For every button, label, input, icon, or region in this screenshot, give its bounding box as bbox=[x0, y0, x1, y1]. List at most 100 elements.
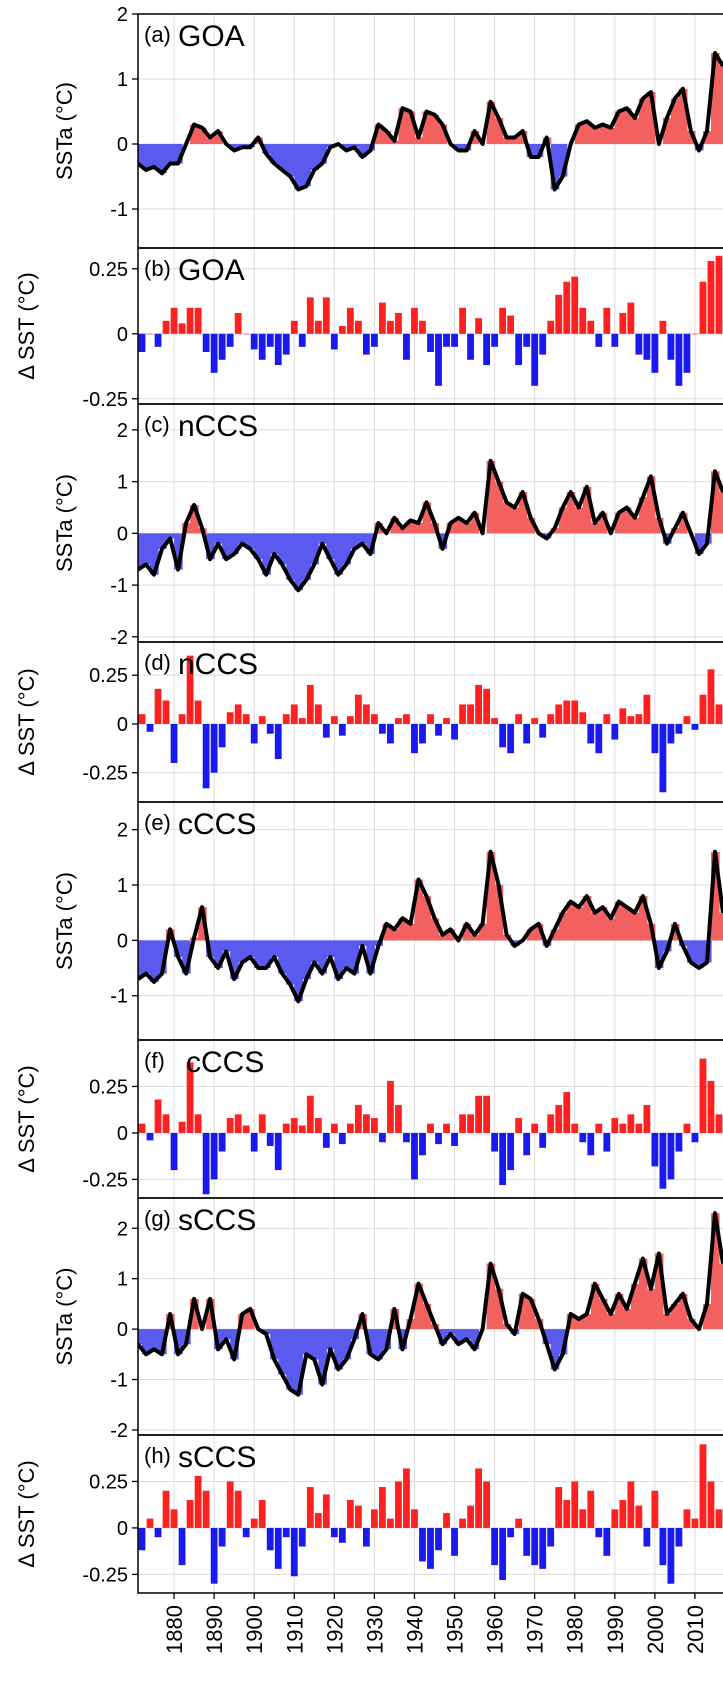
anomaly-bar bbox=[358, 940, 367, 946]
anomaly-bar bbox=[718, 1263, 723, 1330]
delta-bar bbox=[459, 704, 466, 724]
anomaly-bar bbox=[670, 98, 680, 144]
panel-letter: (b) bbox=[144, 256, 171, 281]
delta-bar bbox=[475, 684, 482, 724]
delta-bar bbox=[707, 669, 715, 724]
anomaly-bar bbox=[138, 144, 143, 164]
anomaly-bar bbox=[502, 502, 512, 534]
anomaly-bar bbox=[278, 940, 287, 974]
delta-bar bbox=[675, 1132, 683, 1152]
anomaly-bar bbox=[246, 940, 255, 957]
anomaly-bar bbox=[382, 131, 392, 144]
smoothed-series-line bbox=[138, 51, 723, 192]
anomaly-bar bbox=[158, 533, 167, 549]
delta-bar bbox=[451, 333, 458, 347]
anomaly-bar bbox=[614, 111, 624, 144]
anomaly-bar bbox=[446, 1329, 456, 1335]
delta-bar bbox=[178, 323, 186, 334]
delta-bar bbox=[587, 320, 595, 334]
anomaly-bar bbox=[318, 1329, 327, 1385]
delta-bar bbox=[675, 723, 683, 734]
delta-bar bbox=[467, 1114, 474, 1133]
delta-bar bbox=[699, 1444, 707, 1528]
anomaly-bar bbox=[670, 923, 680, 941]
anomaly-bar bbox=[662, 1313, 672, 1330]
delta-bar bbox=[491, 1527, 499, 1566]
x-tick-label: 1970 bbox=[523, 1605, 548, 1654]
delta-bar bbox=[507, 1132, 515, 1171]
anomaly-bar bbox=[398, 1329, 408, 1350]
y-tick-label: 0 bbox=[117, 714, 128, 736]
anomaly-bar bbox=[598, 512, 608, 534]
anomaly-bar bbox=[534, 923, 544, 941]
delta-bar bbox=[627, 716, 635, 724]
delta-bar bbox=[138, 714, 146, 724]
delta-bar bbox=[234, 313, 242, 334]
anomaly-bar bbox=[398, 108, 408, 144]
delta-bar bbox=[603, 1132, 611, 1152]
delta-bar bbox=[715, 1509, 723, 1528]
delta-bar bbox=[451, 1132, 458, 1146]
delta-bar bbox=[483, 688, 491, 724]
delta-bar bbox=[346, 1500, 354, 1528]
anomaly-bar bbox=[438, 934, 448, 941]
smoothed-series-line bbox=[138, 1211, 723, 1397]
anomaly-bar bbox=[486, 101, 496, 144]
anomaly-bar bbox=[358, 533, 367, 544]
anomaly-bar bbox=[406, 111, 416, 144]
delta-bar bbox=[186, 1062, 194, 1133]
anomaly-bar bbox=[486, 1263, 496, 1330]
anomaly-bar bbox=[342, 144, 351, 151]
anomaly-bar bbox=[414, 523, 424, 534]
delta-bar bbox=[138, 333, 146, 352]
delta-bar bbox=[306, 1095, 314, 1133]
delta-bar bbox=[579, 1509, 587, 1528]
anomaly-bar bbox=[710, 1213, 720, 1330]
anomaly-bar bbox=[230, 533, 239, 555]
y-tick-label: 0 bbox=[117, 324, 128, 346]
x-tick-label: 1920 bbox=[322, 1605, 347, 1654]
anomaly-bar bbox=[138, 1329, 143, 1345]
x-tick-label: 1930 bbox=[362, 1605, 387, 1654]
anomaly-bar bbox=[654, 517, 664, 534]
anomaly-bar bbox=[718, 491, 723, 534]
delta-bar bbox=[234, 704, 242, 724]
delta-bar bbox=[346, 1123, 354, 1133]
delta-bar bbox=[547, 714, 555, 724]
anomaly-bar bbox=[678, 1293, 688, 1330]
delta-bar bbox=[170, 1132, 178, 1171]
anomaly-bar bbox=[638, 896, 648, 941]
anomaly-bar bbox=[222, 940, 231, 952]
x-tick-label: 1900 bbox=[242, 1605, 267, 1654]
delta-bar bbox=[467, 704, 474, 724]
delta-bar bbox=[146, 723, 154, 732]
anomaly-bar bbox=[718, 66, 723, 144]
delta-bar bbox=[178, 1121, 186, 1133]
delta-bar bbox=[651, 1490, 659, 1528]
anomaly-bar bbox=[302, 940, 311, 980]
delta-bar bbox=[515, 1518, 523, 1528]
delta-bar bbox=[555, 704, 563, 724]
anomaly-bar bbox=[486, 460, 496, 534]
delta-bar bbox=[595, 723, 603, 754]
delta-bar bbox=[699, 1058, 707, 1133]
delta-bar bbox=[282, 1527, 290, 1538]
delta-bar bbox=[651, 723, 659, 754]
x-tick-label: 1950 bbox=[443, 1605, 468, 1654]
anomaly-bar bbox=[454, 517, 464, 534]
anomaly-bar bbox=[518, 1293, 528, 1330]
delta-bar bbox=[443, 1513, 450, 1528]
delta-bar bbox=[523, 333, 531, 347]
delta-bar bbox=[531, 1123, 539, 1133]
delta-bar bbox=[226, 333, 234, 347]
y-axis-label: Δ SST (°C) bbox=[14, 1065, 39, 1172]
delta-bar bbox=[322, 297, 330, 334]
delta-bar bbox=[258, 1114, 266, 1133]
anomaly-bar bbox=[222, 533, 231, 560]
anomaly-bar bbox=[374, 124, 384, 144]
delta-bar bbox=[379, 1132, 386, 1143]
y-tick-label: 1 bbox=[117, 69, 128, 91]
delta-bar bbox=[146, 1132, 154, 1141]
anomaly-bar bbox=[486, 851, 496, 941]
anomaly-bar bbox=[334, 940, 343, 980]
